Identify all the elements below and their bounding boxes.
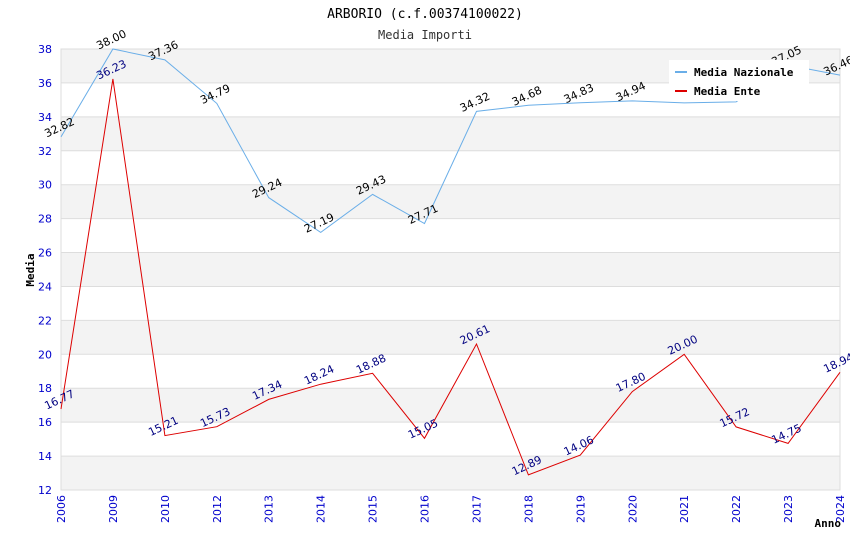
legend-entry: Media Nazionale [694, 66, 794, 79]
y-tick-label: 28 [38, 213, 52, 226]
plot-bands [61, 49, 840, 490]
x-tick-label: 2017 [470, 495, 483, 523]
data-label: 34.32 [458, 90, 492, 115]
y-tick-label: 16 [38, 416, 52, 429]
x-tick-label: 2015 [367, 495, 380, 523]
data-label: 34.79 [198, 82, 232, 107]
legend-entry: Media Ente [694, 85, 761, 98]
y-tick-label: 18 [38, 382, 52, 395]
data-label: 14.06 [562, 433, 596, 458]
y-tick-label: 38 [38, 43, 52, 56]
data-label: 18.24 [302, 362, 336, 387]
x-tick-label: 2021 [678, 495, 691, 523]
x-tick-label: 2013 [263, 495, 276, 523]
y-axis-label: Media [24, 253, 37, 286]
y-tick-label: 14 [38, 450, 52, 463]
chart-subtitle: Media Importi [378, 28, 472, 42]
plot-band [61, 320, 840, 355]
x-tick-label: 2009 [107, 495, 120, 523]
legend: Media Nazionale Media Ente [669, 60, 809, 101]
y-tick-label: 36 [38, 77, 52, 90]
x-tick-label: 2022 [730, 495, 743, 523]
chart-title: ARBORIO (c.f.00374100022) [327, 7, 523, 22]
x-tick-label: 2020 [626, 495, 639, 523]
y-axis-ticks: 12 14 16 18 20 22 24 26 28 30 32 34 36 38 [38, 43, 52, 497]
x-tick-label: 2023 [782, 495, 795, 523]
x-tick-label: 2016 [419, 495, 432, 523]
y-tick-label: 26 [38, 247, 52, 260]
x-axis-label: Anno [815, 517, 842, 530]
y-tick-label: 34 [38, 111, 52, 124]
plot-band [61, 184, 840, 219]
plot-band [61, 252, 840, 287]
x-tick-label: 2010 [159, 495, 172, 523]
x-tick-label: 2018 [522, 495, 535, 523]
data-label: 18.88 [354, 352, 388, 377]
y-tick-label: 32 [38, 145, 52, 158]
plot-frame [60, 48, 841, 491]
x-tick-label: 2024 [834, 495, 847, 523]
plot-band [61, 116, 840, 151]
y-tick-label: 24 [38, 280, 52, 293]
y-tick-label: 30 [38, 179, 52, 192]
y-tick-label: 22 [38, 314, 52, 327]
x-axis-ticks: 2006 2009 2010 2012 2013 2014 2015 2016 2017 2018… [55, 495, 847, 523]
series-lines [60, 48, 841, 476]
y-tick-label: 20 [38, 348, 52, 361]
x-tick-label: 2012 [211, 495, 224, 523]
series-line-media-ente [60, 78, 841, 476]
plot-band [61, 456, 840, 490]
plot-band [61, 388, 840, 423]
legend-box [669, 60, 809, 101]
x-tick-label: 2019 [574, 495, 587, 523]
x-tick-label: 2014 [315, 495, 328, 523]
x-tick-label: 2006 [55, 495, 68, 523]
series-line-media-nazionale [60, 48, 841, 234]
y-tick-label: 12 [38, 484, 52, 497]
grid-lines [60, 48, 841, 491]
